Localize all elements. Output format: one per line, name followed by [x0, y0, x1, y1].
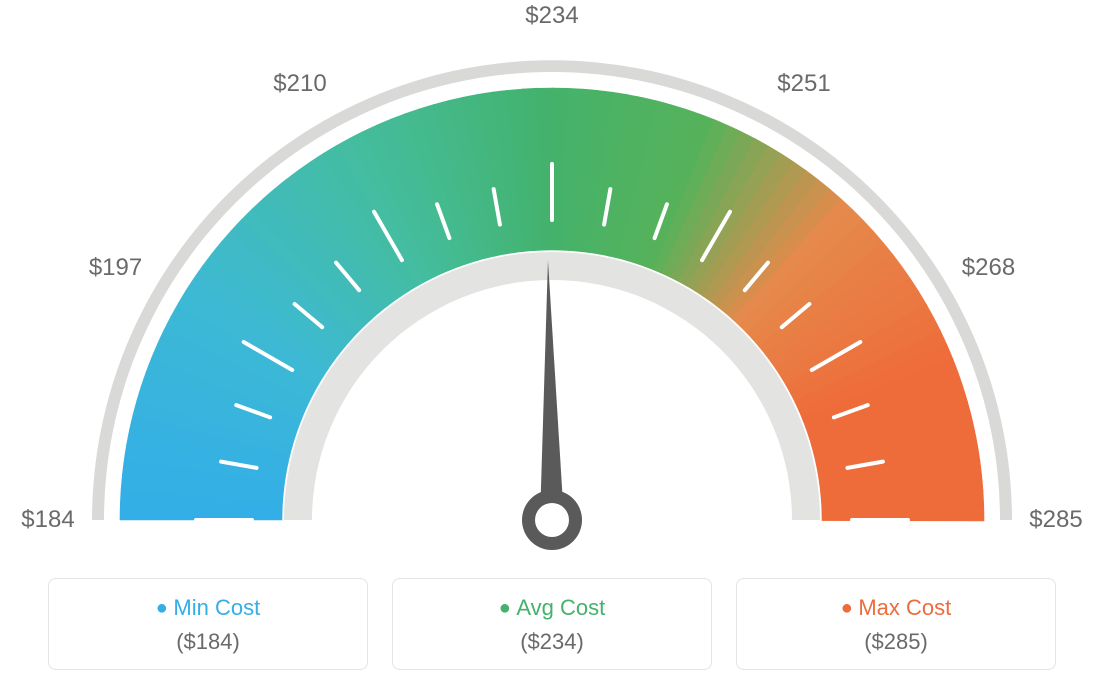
gauge-tick-label: $285: [1029, 506, 1082, 534]
gauge-tick-label: $210: [273, 70, 326, 98]
gauge-needle: [522, 260, 582, 550]
gauge-tick-label: $268: [962, 254, 1015, 282]
legend-card: ● Min Cost ($184): [48, 578, 368, 670]
legend-title: ● Max Cost: [747, 595, 1045, 621]
gauge-chart: $184 $197 $210 $234 $251 $268 $285: [0, 0, 1104, 560]
gauge-svg: [0, 0, 1104, 560]
gauge-tick-label: $251: [777, 70, 830, 98]
legend-card: ● Max Cost ($285): [736, 578, 1056, 670]
gauge-tick-label: $184: [21, 506, 74, 534]
gauge-tick-label: $197: [89, 254, 142, 282]
legend-value: ($234): [403, 629, 701, 655]
legend-card: ● Avg Cost ($234): [392, 578, 712, 670]
legend-title-text: Max Cost: [858, 595, 951, 620]
legend-title-text: Avg Cost: [516, 595, 605, 620]
legend-dot-icon: ●: [841, 597, 859, 619]
legend-value: ($184): [59, 629, 357, 655]
legend-title: ● Min Cost: [59, 595, 357, 621]
legend-value: ($285): [747, 629, 1045, 655]
gauge-tick-label: $234: [525, 2, 578, 30]
legend-title: ● Avg Cost: [403, 595, 701, 621]
legend-row: ● Min Cost ($184) ● Avg Cost ($234) ● Max Co…: [0, 578, 1104, 670]
legend-title-text: Min Cost: [173, 595, 260, 620]
legend-dot-icon: ●: [156, 597, 174, 619]
legend-dot-icon: ●: [499, 597, 517, 619]
